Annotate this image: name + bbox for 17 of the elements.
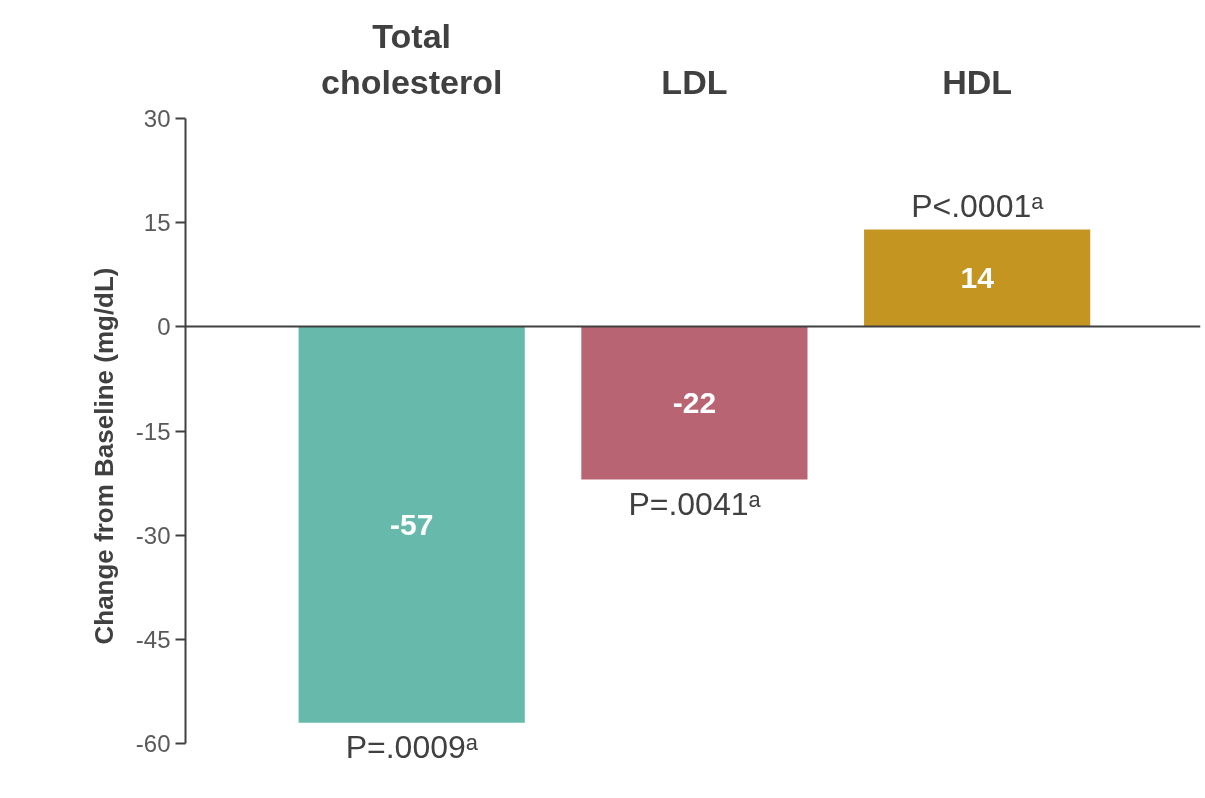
annotation: P=.0041ᵃ [628, 485, 762, 522]
y-tick-label: 0 [157, 313, 171, 341]
y-tick-label: -60 [135, 730, 171, 757]
data-label: 14 [960, 261, 995, 295]
y-axis-title: Change from Baseline (mg/dL) [88, 267, 119, 645]
x-tick-label: LDL [661, 62, 728, 101]
y-tick-label: 15 [143, 209, 171, 237]
y-tick-label: 30 [143, 105, 171, 132]
data-label: -57 [390, 507, 434, 541]
y-tick-label: -45 [135, 625, 171, 653]
annotation: P<.0001ᵃ [911, 187, 1045, 224]
x-tick-label: HDL [942, 62, 1013, 101]
y-tick-label: -15 [135, 417, 171, 445]
data-label: -22 [672, 386, 717, 420]
annotation: P=.0009ᵃ [345, 728, 479, 765]
x-tick-label: Total cholesterol [320, 16, 503, 101]
y-tick-label: -30 [135, 521, 171, 549]
